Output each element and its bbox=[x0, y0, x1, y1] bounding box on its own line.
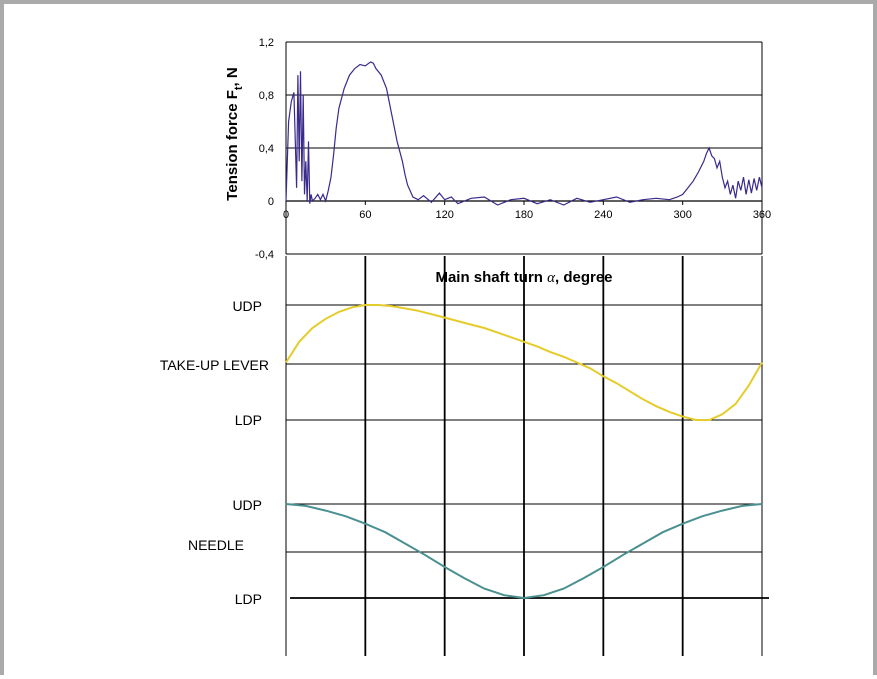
tension-force-series bbox=[285, 61, 763, 206]
y-axis-label-sub: t bbox=[233, 86, 245, 90]
chart-svg: 1,2 0,8 0,4 0 -0,4 0 60 120 180 240 300 360 Tensio… bbox=[160, 37, 771, 656]
tension-force-line bbox=[285, 61, 763, 206]
needle-name-label: NEEDLE bbox=[188, 537, 244, 553]
x-axis-label-prefix: Main shaft turn bbox=[435, 269, 547, 286]
top-plot-grid bbox=[286, 41, 762, 255]
top-x-tick-label: 60 bbox=[359, 209, 371, 221]
top-y-tick-label: 0 bbox=[268, 196, 274, 208]
top-x-tick-label: 360 bbox=[753, 209, 771, 221]
y-axis-label-main: Tension force F bbox=[224, 90, 241, 201]
needle-udp-label: UDP bbox=[232, 497, 262, 513]
top-plot-axes bbox=[285, 42, 763, 254]
top-x-tick-label: 300 bbox=[673, 209, 691, 221]
top-x-tick-label: 240 bbox=[594, 209, 612, 221]
lever-ldp-label: LDP bbox=[235, 412, 262, 428]
top-y-tick-label: 0,8 bbox=[259, 90, 274, 102]
x-axis-label-suffix: , degree bbox=[555, 269, 613, 286]
y-axis-label-unit: , N bbox=[224, 67, 241, 86]
top-x-tick-label: 120 bbox=[435, 209, 453, 221]
top-y-tick-labels: 1,2 0,8 0,4 0 -0,4 bbox=[255, 37, 274, 261]
top-x-tick-label: 180 bbox=[515, 209, 533, 221]
x-axis-label-symbol: α bbox=[547, 270, 556, 286]
top-y-tick-label: 1,2 bbox=[259, 37, 274, 49]
x-axis-label: Main shaft turn α, degree bbox=[435, 269, 612, 286]
top-y-tick-label: -0,4 bbox=[255, 249, 274, 261]
y-axis-label: Tension force Ft, N bbox=[224, 67, 245, 200]
lever-name-label: TAKE-UP LEVER bbox=[160, 357, 269, 373]
lower-plot-grid bbox=[285, 256, 769, 656]
top-x-tick-labels: 0 60 120 180 240 300 360 bbox=[283, 209, 771, 221]
take-up-lever-curve bbox=[285, 304, 763, 421]
top-x-tick-label: 0 bbox=[283, 209, 289, 221]
needle-curve bbox=[285, 503, 763, 600]
lever-udp-label: UDP bbox=[232, 298, 262, 314]
needle-ldp-label: LDP bbox=[235, 591, 262, 607]
top-y-tick-label: 0,4 bbox=[259, 143, 274, 155]
